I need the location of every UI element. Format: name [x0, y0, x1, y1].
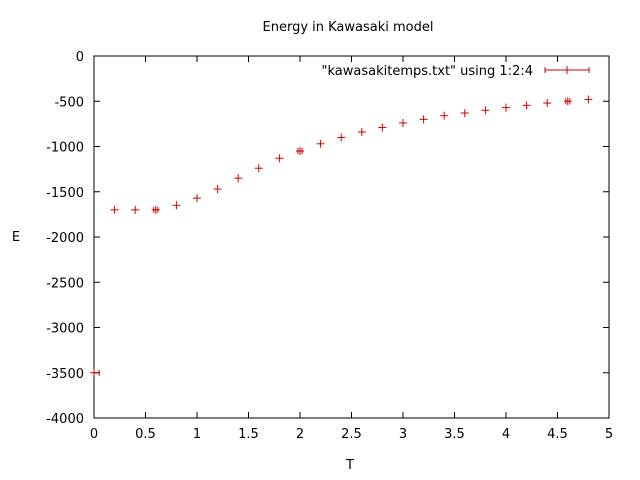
x-tick-label: 4.5: [547, 427, 568, 442]
x-tick-label: 3: [399, 427, 407, 442]
data-point: [275, 154, 284, 163]
data-point: [399, 118, 407, 127]
y-axis: 0 -500 -1000 -1500 -2000 -2500 -3000 -3500 -4000: [46, 50, 609, 427]
x-tick-label: 5: [605, 427, 613, 442]
data-point: [419, 115, 428, 124]
data-point: [151, 205, 160, 214]
x-tick-label: 1: [193, 427, 201, 442]
data-point: [543, 99, 552, 108]
data-point: [502, 103, 510, 112]
x-tick-label: 3.5: [444, 427, 465, 442]
y-tick-label: -1500: [46, 186, 84, 201]
data-point: [131, 205, 140, 214]
data-point: [481, 106, 490, 115]
x-axis: 0 0.5 1 1.5 2 2.5 3 3.5 4 4.5 5: [90, 56, 613, 442]
data-point: [172, 201, 181, 210]
data-points: [90, 95, 593, 377]
y-tick-label: -2000: [46, 231, 84, 246]
data-point: [90, 368, 100, 377]
y-tick-label: -2500: [46, 276, 84, 291]
y-tick-label: -3000: [46, 322, 84, 337]
legend: "kawasakitemps.txt" using 1:2:4: [322, 64, 590, 79]
data-point: [110, 205, 119, 214]
x-tick-label: 4: [502, 427, 510, 442]
data-point: [337, 133, 346, 142]
y-axis-label: E: [12, 230, 20, 245]
legend-symbol: [544, 66, 590, 74]
data-point: [460, 109, 469, 118]
data-point: [213, 185, 222, 194]
x-tick-label: 0.5: [135, 427, 156, 442]
x-tick-label: 2.5: [341, 427, 362, 442]
chart-title: Energy in Kawasaki model: [263, 20, 434, 35]
data-point: [378, 123, 387, 132]
y-tick-label: -1000: [46, 141, 84, 156]
data-point: [193, 194, 201, 203]
y-tick-label: 0: [76, 50, 84, 65]
x-axis-label: T: [345, 458, 354, 473]
y-tick-label: -3500: [46, 367, 84, 382]
data-point: [316, 139, 325, 148]
data-point: [522, 101, 531, 110]
data-point: [440, 111, 449, 120]
data-point: [254, 164, 263, 173]
plot-frame: [93, 55, 610, 419]
data-point: [563, 97, 572, 106]
y-tick-label: -4000: [46, 412, 84, 427]
x-tick-label: 1.5: [238, 427, 259, 442]
x-tick-label: 0: [90, 427, 98, 442]
y-tick-label: -500: [54, 95, 84, 110]
data-point: [357, 128, 366, 137]
data-point: [584, 95, 593, 104]
legend-label: "kawasakitemps.txt" using 1:2:4: [322, 64, 533, 79]
data-point: [234, 174, 243, 183]
data-point: [296, 147, 304, 156]
x-tick-label: 2: [296, 427, 304, 442]
